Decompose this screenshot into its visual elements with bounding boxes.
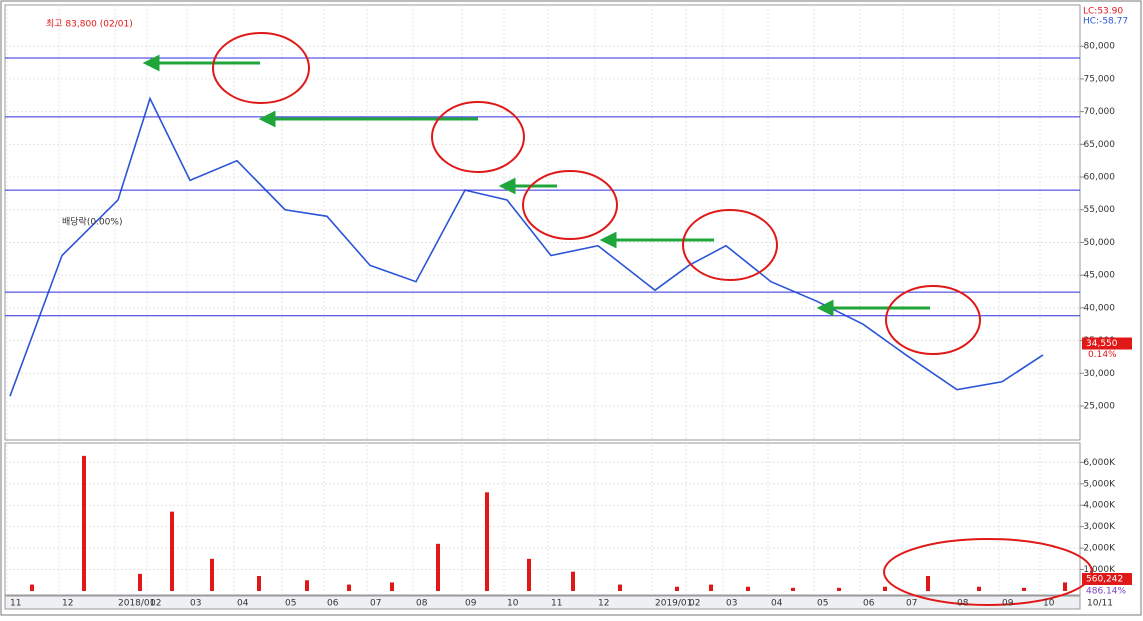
x-tick-label: 2018/01 xyxy=(118,599,155,609)
x-tick-label: 05 xyxy=(285,599,296,609)
volume-bar xyxy=(390,582,394,591)
x-axis-bar xyxy=(4,595,1081,610)
circle xyxy=(883,538,1093,606)
circle xyxy=(522,170,618,240)
high-annotation: 최고 83,800 (02/01) xyxy=(46,19,133,30)
volume-bar xyxy=(926,575,930,591)
x-tick-label: 04 xyxy=(771,599,783,609)
x-tick-label: 05 xyxy=(817,599,828,609)
y-tick-label: 75,000 xyxy=(1084,74,1116,84)
y-tick-label: 3,000K xyxy=(1083,522,1116,532)
volume-bar xyxy=(82,455,86,591)
volume-bar xyxy=(527,558,531,591)
arrow-head xyxy=(258,110,276,128)
arrow-head xyxy=(498,177,516,195)
x-tick-label: 2019/01 xyxy=(655,599,692,609)
y-tick-label: 1,000K xyxy=(1083,565,1116,575)
x-tick-label: 04 xyxy=(237,599,249,609)
x-tick-label: 07 xyxy=(370,599,381,609)
x-tick-label: 07 xyxy=(906,599,917,609)
volume-panel xyxy=(4,442,1081,596)
y-tick-label: 55,000 xyxy=(1084,205,1116,215)
circles xyxy=(212,32,1093,606)
y-tick-label: 80,000 xyxy=(1084,42,1116,52)
volume-bar xyxy=(709,584,713,591)
volume-bar xyxy=(977,586,981,591)
volume-bar xyxy=(791,587,795,591)
dividend-annotation: 배당락(0.00%) xyxy=(62,216,122,228)
x-tick-label: 12 xyxy=(598,599,609,609)
volume-bar xyxy=(257,575,261,591)
x-tick-label: 06 xyxy=(863,599,875,609)
volume-bar xyxy=(30,584,34,591)
x-tick-label: 08 xyxy=(957,599,969,609)
last-volume-tag xyxy=(1082,572,1132,585)
volume-bar xyxy=(1022,587,1026,591)
change: 0.14% xyxy=(1088,350,1117,360)
volume-bar xyxy=(571,571,575,591)
x-tick-label: 12 xyxy=(62,599,73,609)
indicator: HC:-58.77 xyxy=(1083,17,1128,27)
x-tick-label: 10 xyxy=(1043,599,1055,609)
y-tick-label: 5,000K xyxy=(1083,479,1116,489)
y-tick-label: 25,000 xyxy=(1084,401,1116,411)
x-tick-label: 11 xyxy=(10,599,21,609)
y-tick-label: 65,000 xyxy=(1084,140,1116,150)
x-tick-label: 03 xyxy=(726,599,737,609)
volume-bar xyxy=(347,584,351,591)
volume-bar xyxy=(210,558,214,591)
x-tick-label: 09 xyxy=(1002,599,1014,609)
price-line xyxy=(9,96,1044,397)
volume-bar xyxy=(138,573,142,591)
circle xyxy=(431,101,525,173)
x-tick-label: 08 xyxy=(416,599,428,609)
y-tick-label: 4,000K xyxy=(1083,501,1116,511)
volume-bar xyxy=(485,492,489,591)
y-tick-label: 6,000K xyxy=(1083,458,1116,468)
volume-bar xyxy=(746,586,750,591)
x-tick-label: 02 xyxy=(150,599,161,609)
y-tick-label: 45,000 xyxy=(1084,271,1116,281)
price-panel xyxy=(4,4,1081,441)
y-tick-label: 2,000K xyxy=(1083,544,1116,554)
arrow-head xyxy=(599,231,617,249)
last-volume: 560,242 xyxy=(1086,574,1123,584)
x-tick-label: 11 xyxy=(551,599,562,609)
indicator: LC:53.90 xyxy=(1083,7,1123,17)
volume-bar xyxy=(618,584,622,591)
volume-bar xyxy=(305,580,309,591)
y-tick-label: 60,000 xyxy=(1084,173,1116,183)
circle xyxy=(212,32,310,104)
y-tick-label: 40,000 xyxy=(1084,303,1116,313)
x-tick-label: 02 xyxy=(689,599,700,609)
last-price-tag xyxy=(1082,337,1132,350)
end-date: 10/11 xyxy=(1087,599,1113,609)
x-tick-label: 10 xyxy=(507,599,519,609)
volume-bar xyxy=(837,587,841,591)
circle xyxy=(885,285,981,355)
volume-ratio: 486.14% xyxy=(1086,586,1126,596)
y-tick-label: 50,000 xyxy=(1084,238,1116,248)
x-tick-label: 06 xyxy=(327,599,339,609)
y-tick-label: 30,000 xyxy=(1084,369,1116,379)
volume-bar xyxy=(1063,582,1067,591)
last-price: 34,550 xyxy=(1086,339,1118,349)
x-tick-label: 09 xyxy=(465,599,477,609)
arrow-head xyxy=(816,299,834,317)
volume-bar xyxy=(170,511,174,591)
volume-bar xyxy=(675,586,679,591)
arrow-head xyxy=(142,54,160,72)
circle xyxy=(682,209,778,281)
y-tick-label: 70,000 xyxy=(1084,107,1116,117)
x-tick-label: 03 xyxy=(190,599,201,609)
arrows xyxy=(142,54,930,317)
volume-bar xyxy=(436,543,440,591)
volume-bar xyxy=(883,586,887,591)
